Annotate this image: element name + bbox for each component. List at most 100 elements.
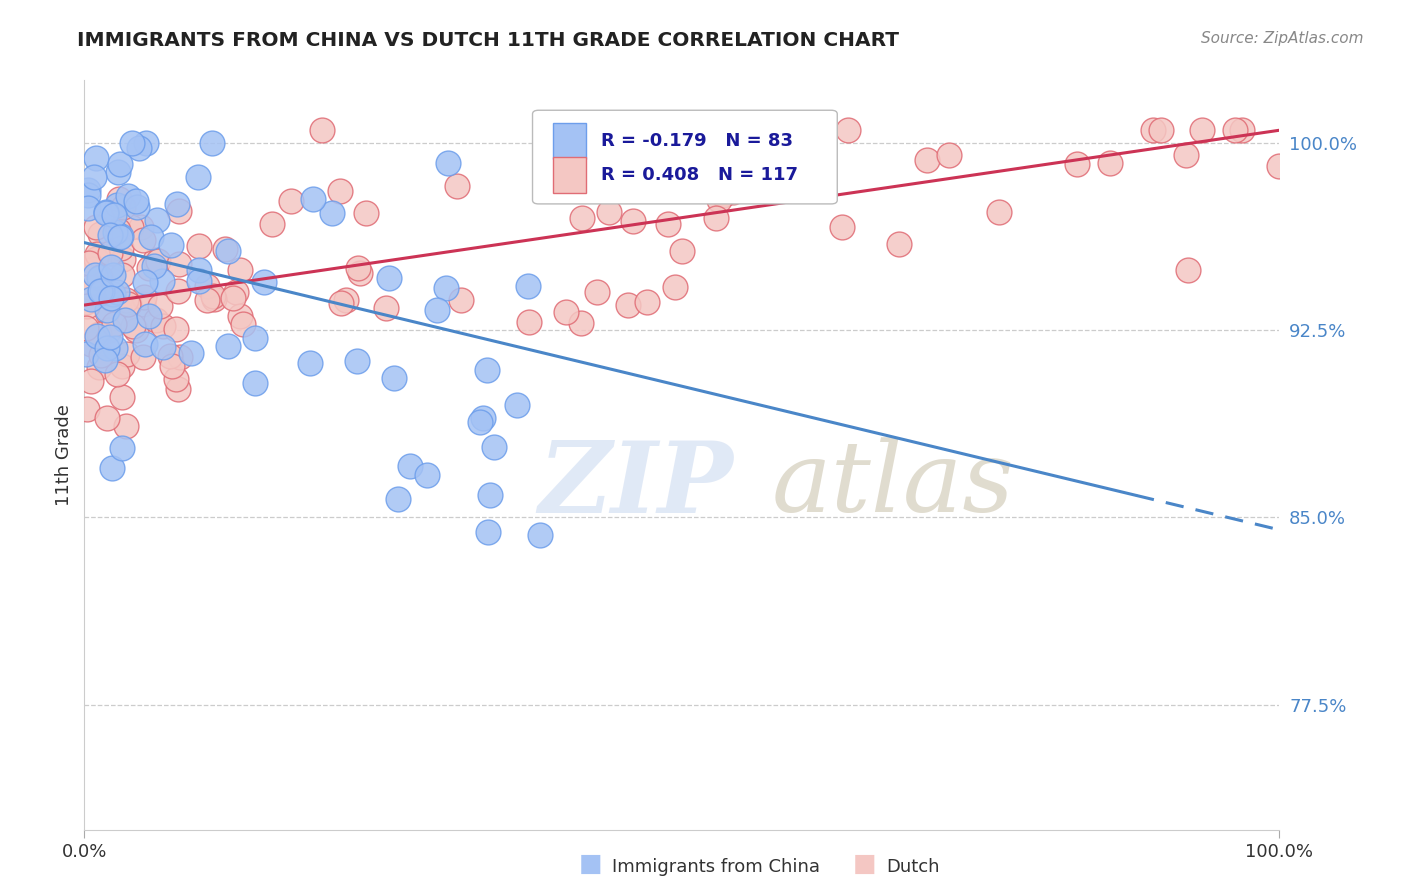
Point bbox=[506, 398, 529, 412]
Point bbox=[103, 341, 125, 355]
Point bbox=[110, 241, 132, 255]
Point bbox=[107, 165, 129, 179]
Point bbox=[387, 491, 409, 506]
Point bbox=[89, 269, 111, 284]
Point bbox=[132, 350, 155, 364]
Point bbox=[569, 316, 592, 330]
Point bbox=[243, 376, 266, 391]
FancyBboxPatch shape bbox=[553, 157, 586, 193]
Point bbox=[96, 305, 118, 319]
Point bbox=[1174, 148, 1197, 162]
Point bbox=[475, 363, 498, 377]
Point bbox=[127, 200, 149, 214]
Point bbox=[135, 136, 157, 151]
Point bbox=[98, 227, 121, 242]
Point bbox=[166, 382, 188, 396]
Point bbox=[167, 284, 190, 298]
Point bbox=[76, 299, 98, 313]
Point bbox=[375, 301, 398, 316]
Point bbox=[1142, 123, 1164, 137]
Point bbox=[915, 153, 938, 168]
Point bbox=[100, 291, 122, 305]
Point bbox=[831, 219, 853, 234]
Point bbox=[195, 279, 218, 293]
Point bbox=[103, 317, 125, 331]
FancyBboxPatch shape bbox=[533, 111, 838, 204]
Point bbox=[260, 217, 283, 231]
Point bbox=[101, 461, 124, 475]
Point bbox=[145, 313, 167, 327]
Text: Dutch: Dutch bbox=[886, 858, 939, 876]
Point bbox=[75, 321, 97, 335]
Point bbox=[75, 294, 97, 309]
Point bbox=[425, 302, 447, 317]
Point bbox=[128, 141, 150, 155]
Point bbox=[664, 280, 686, 294]
Point bbox=[131, 297, 153, 311]
Point bbox=[477, 525, 499, 540]
Text: Immigrants from China: Immigrants from China bbox=[612, 858, 820, 876]
Point bbox=[94, 352, 117, 367]
Point bbox=[347, 260, 370, 275]
Text: ■: ■ bbox=[853, 852, 876, 876]
Point bbox=[143, 259, 166, 273]
Point bbox=[111, 359, 134, 373]
Point bbox=[98, 245, 121, 260]
Point bbox=[90, 348, 112, 362]
Point bbox=[180, 345, 202, 359]
Point bbox=[165, 322, 187, 336]
Point bbox=[188, 262, 211, 277]
Point bbox=[188, 238, 211, 252]
Point bbox=[107, 222, 129, 236]
Point bbox=[598, 204, 620, 219]
Point bbox=[120, 220, 142, 235]
Point bbox=[166, 196, 188, 211]
Text: atlas: atlas bbox=[772, 437, 1014, 533]
Point bbox=[111, 442, 134, 456]
Point bbox=[468, 415, 491, 429]
Point bbox=[837, 123, 859, 137]
Point bbox=[434, 281, 457, 295]
Point bbox=[98, 291, 121, 305]
Point bbox=[253, 275, 276, 289]
Point bbox=[471, 411, 494, 425]
Point bbox=[77, 188, 100, 202]
Point bbox=[938, 148, 960, 162]
Point bbox=[329, 296, 352, 310]
Point bbox=[657, 217, 679, 231]
Point bbox=[671, 244, 693, 259]
Point bbox=[1223, 123, 1246, 137]
Point bbox=[217, 339, 239, 353]
Point bbox=[84, 219, 107, 234]
Point bbox=[446, 179, 468, 194]
Point bbox=[707, 193, 730, 207]
Point bbox=[114, 418, 136, 433]
Point bbox=[134, 275, 156, 289]
Point bbox=[302, 192, 325, 206]
Point bbox=[1150, 123, 1173, 137]
Point bbox=[382, 370, 405, 384]
Point bbox=[105, 367, 128, 381]
Point bbox=[165, 372, 187, 386]
Point bbox=[103, 268, 125, 282]
Text: IMMIGRANTS FROM CHINA VS DUTCH 11TH GRADE CORRELATION CHART: IMMIGRANTS FROM CHINA VS DUTCH 11TH GRAD… bbox=[77, 31, 900, 50]
Point bbox=[637, 294, 659, 309]
Point bbox=[529, 527, 551, 541]
Point bbox=[229, 309, 252, 323]
Point bbox=[75, 347, 97, 361]
Point bbox=[121, 318, 143, 333]
Point bbox=[450, 293, 472, 307]
Point bbox=[399, 459, 422, 474]
Point bbox=[125, 323, 148, 337]
Point bbox=[149, 299, 172, 313]
Point bbox=[721, 185, 744, 199]
Point bbox=[167, 204, 190, 219]
Point bbox=[1066, 157, 1088, 171]
Point bbox=[76, 201, 98, 215]
Point bbox=[188, 274, 211, 288]
Point bbox=[108, 192, 131, 206]
Point bbox=[225, 285, 247, 299]
Point bbox=[104, 225, 127, 239]
Point bbox=[437, 155, 460, 169]
Text: R = 0.408   N = 117: R = 0.408 N = 117 bbox=[600, 166, 797, 184]
